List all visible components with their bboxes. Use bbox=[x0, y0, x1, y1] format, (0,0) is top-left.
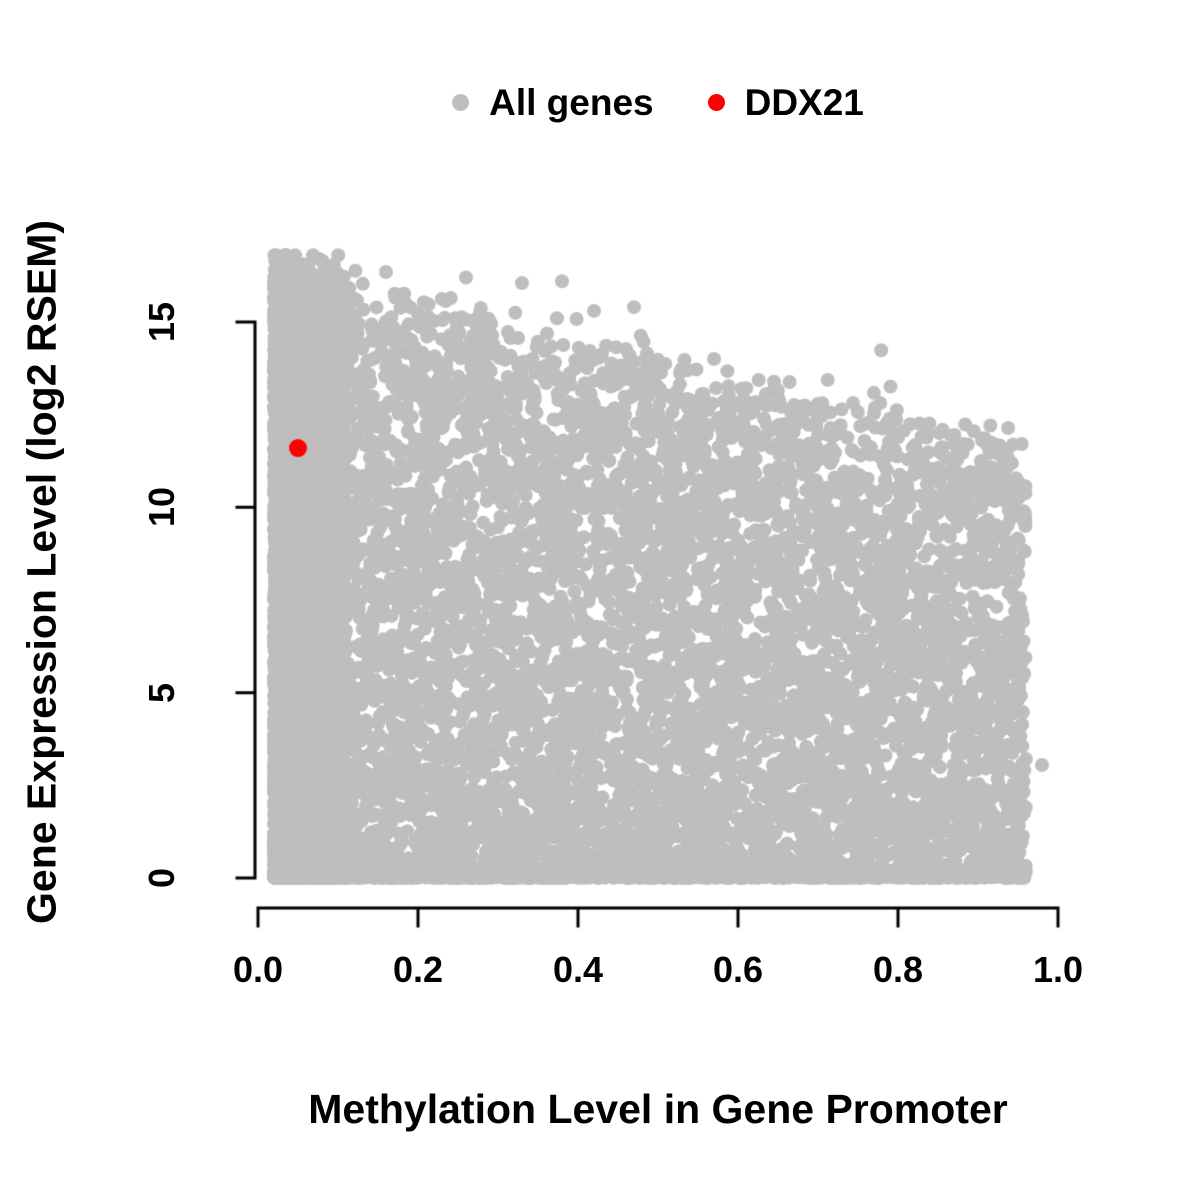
x-axis-title: Methylation Level in Gene Promoter bbox=[308, 1086, 1008, 1132]
legend: All genes DDX21 bbox=[258, 84, 1058, 121]
legend-item-all-genes: All genes bbox=[452, 84, 654, 121]
all-genes-marker-icon bbox=[452, 94, 470, 111]
legend-item-ddx21: DDX21 bbox=[707, 82, 864, 123]
legend-label-ddx21: DDX21 bbox=[744, 82, 864, 123]
y-axis-title: Gene Expression Level (log2 RSEM) bbox=[18, 219, 65, 925]
legend-label-all-genes: All genes bbox=[489, 82, 654, 123]
ddx21-marker-icon bbox=[707, 94, 725, 111]
